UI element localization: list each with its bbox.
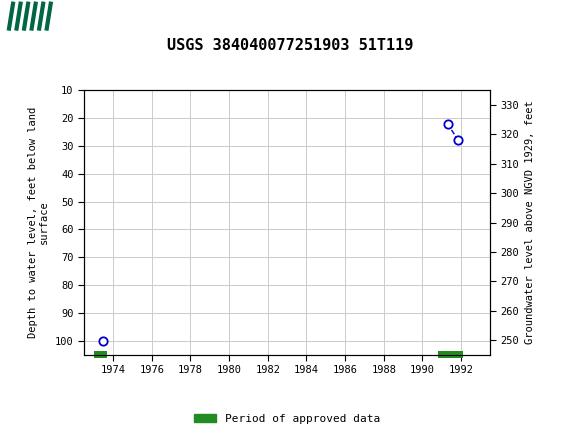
Legend: Period of approved data: Period of approved data (190, 410, 385, 429)
FancyBboxPatch shape (94, 351, 107, 358)
Y-axis label: Groundwater level above NGVD 1929, feet: Groundwater level above NGVD 1929, feet (525, 101, 535, 344)
Y-axis label: Depth to water level, feet below land
surface: Depth to water level, feet below land su… (28, 107, 49, 338)
Bar (9, 2, 67, 31)
Text: USGS: USGS (75, 9, 122, 24)
FancyBboxPatch shape (438, 351, 463, 358)
Text: USGS 384040077251903 51T119: USGS 384040077251903 51T119 (167, 38, 413, 52)
